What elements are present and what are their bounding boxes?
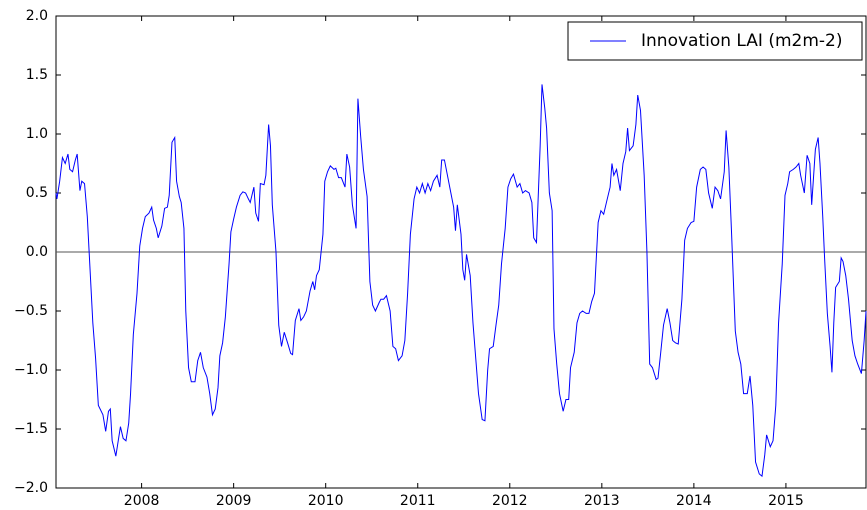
- y-tick-label: −0.5: [14, 303, 48, 319]
- y-tick-label: 2.0: [26, 8, 48, 24]
- x-tick-label: 2015: [768, 493, 804, 509]
- y-tick-label: 1.0: [26, 126, 48, 142]
- x-tick-label: 2013: [584, 493, 620, 509]
- x-tick-label: 2010: [308, 493, 344, 509]
- x-tick-label: 2008: [124, 493, 160, 509]
- y-tick-label: −1.0: [14, 362, 48, 378]
- x-tick-label: 2009: [216, 493, 252, 509]
- y-tick-label: −2.0: [14, 480, 48, 496]
- x-tick-label: 2012: [492, 493, 528, 509]
- y-tick-label: 0.0: [26, 244, 48, 260]
- x-tick-label: 2014: [676, 493, 712, 509]
- x-tick-label: 2011: [400, 493, 436, 509]
- y-tick-label: 1.5: [26, 67, 48, 83]
- y-tick-label: 0.5: [26, 185, 48, 201]
- data-line: [55, 84, 867, 478]
- y-tick-label: −1.5: [14, 421, 48, 437]
- legend-label: Innovation LAI (m2m-2): [641, 31, 842, 51]
